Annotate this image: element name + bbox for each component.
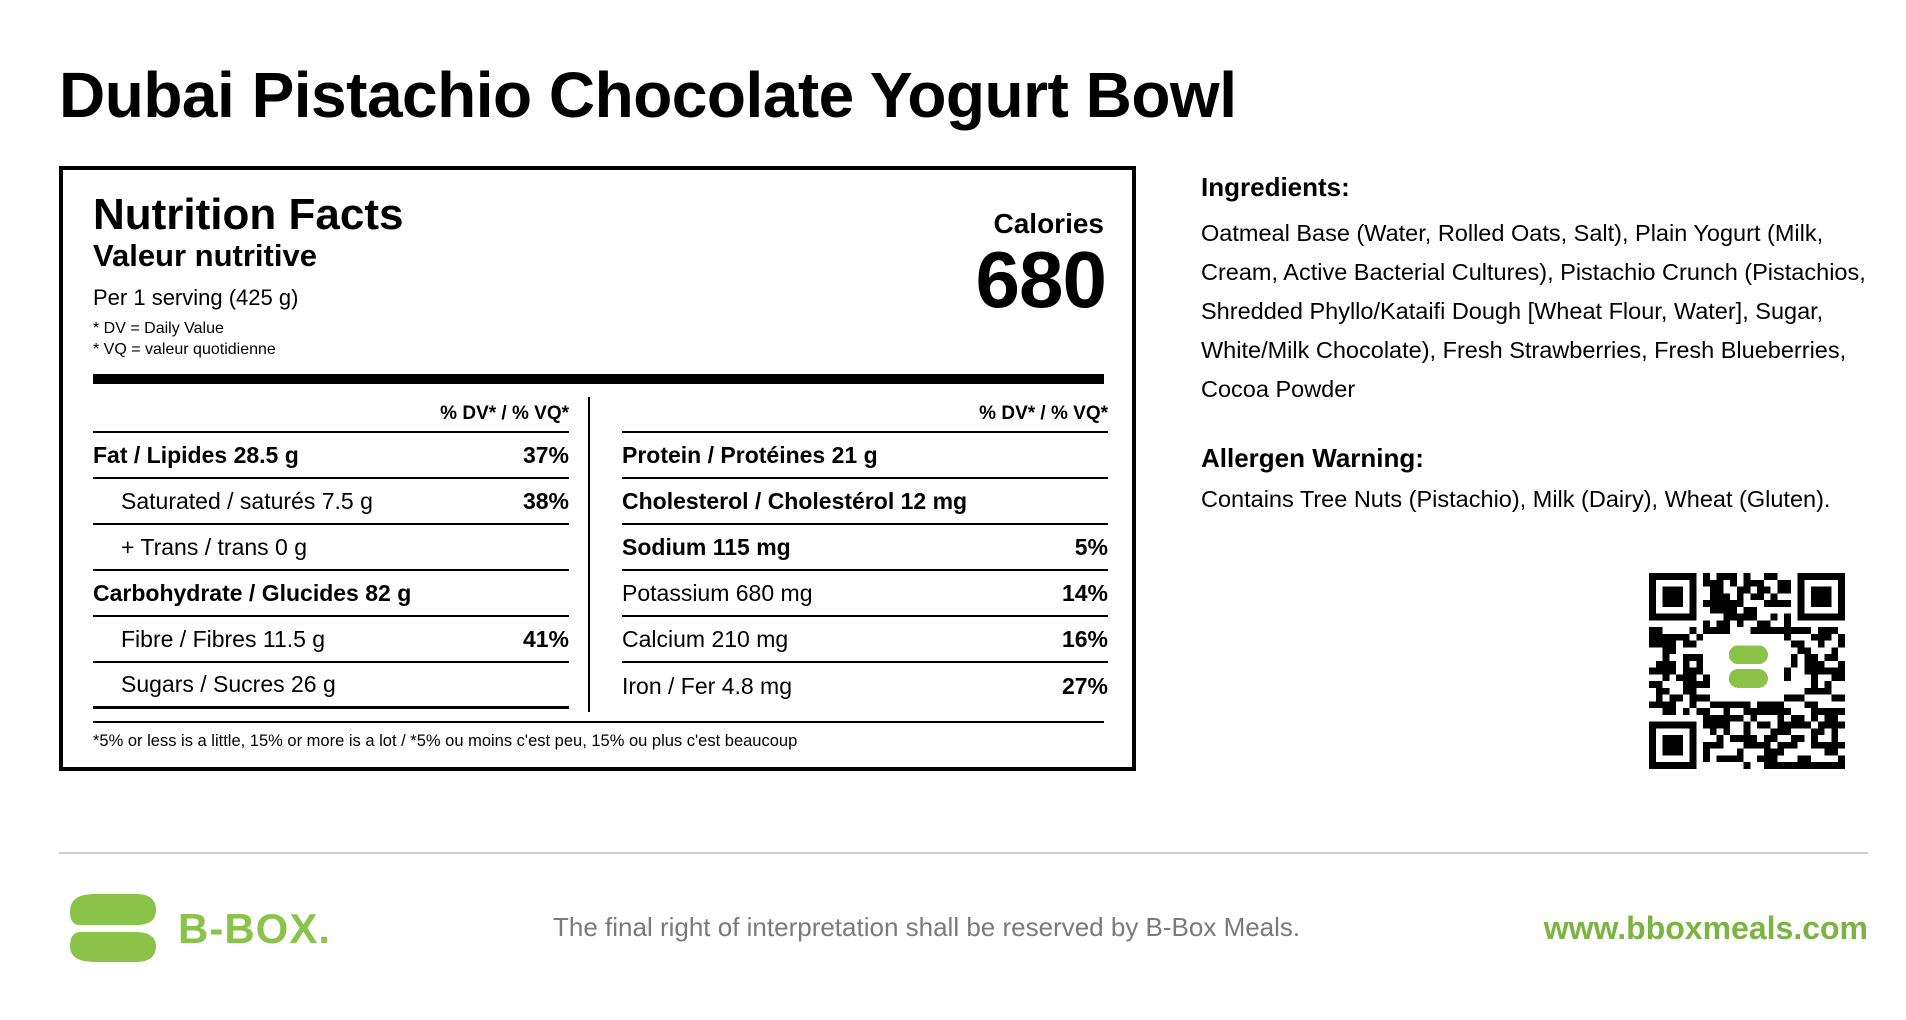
serving-size: Per 1 serving (425 g)	[93, 285, 299, 310]
nutrient-percent: 38%	[522, 487, 569, 514]
nutrition-facts-subheading: Valeur nutritive	[93, 238, 317, 273]
dv-note: * DV = Daily Value	[93, 320, 224, 337]
footer-separator	[59, 852, 1868, 854]
brand-name: B-BOX.	[178, 905, 331, 952]
column-divider	[588, 397, 590, 712]
nutrient-label: Sodium 115 mg	[622, 533, 791, 560]
nutrient-percent: 41%	[522, 625, 569, 652]
nutrient-label: Iron / Fer 4.8 mg	[622, 672, 793, 699]
nutrient-percent: 27%	[1061, 672, 1108, 699]
nutrient-column-left: % DV* / % VQ* Fat / Lipides 28.5 g 37% S…	[93, 398, 569, 709]
dv-header-left: % DV* / % VQ*	[93, 398, 569, 433]
nutrient-row-fat: Fat / Lipides 28.5 g 37%	[93, 433, 569, 479]
nutrition-facts-heading: Nutrition Facts	[93, 190, 404, 239]
nutrient-row-sugars: Sugars / Sucres 26 g	[93, 663, 569, 709]
ingredients-text: Oatmeal Base (Water, Rolled Oats, Salt),…	[1201, 220, 1866, 402]
page-title: Dubai Pistachio Chocolate Yogurt Bowl	[59, 59, 1237, 131]
allergen-heading: Allergen Warning:	[1201, 443, 1424, 473]
nutrient-label: + Trans / trans 0 g	[121, 533, 308, 560]
nutrient-row-fibre: Fibre / Fibres 11.5 g 41%	[93, 617, 569, 663]
nutrient-row-cholesterol: Cholesterol / Cholestérol 12 mg	[622, 479, 1108, 525]
nutrient-row-iron: Iron / Fer 4.8 mg 27%	[622, 663, 1108, 709]
qr-code-icon[interactable]	[1649, 573, 1845, 769]
website-link[interactable]: www.bboxmeals.com	[1543, 910, 1868, 946]
nutrient-row-carbohydrate: Carbohydrate / Glucides 82 g	[93, 571, 569, 617]
nutrient-row-calcium: Calcium 210 mg 16%	[622, 617, 1108, 663]
calories-label: Calories	[993, 208, 1105, 239]
nutrient-column-right: % DV* / % VQ* Protein / Protéines 21 g C…	[622, 398, 1108, 709]
nutrient-row-saturated: Saturated / saturés 7.5 g 38%	[93, 479, 569, 525]
thick-divider	[93, 374, 1104, 384]
nutrient-label: Fat / Lipides 28.5 g	[93, 441, 299, 468]
nutrient-row-sodium: Sodium 115 mg 5%	[622, 525, 1108, 571]
nutrient-label: Protein / Protéines 21 g	[622, 441, 878, 468]
vq-note: * VQ = valeur quotidienne	[93, 341, 276, 358]
nutrient-row-protein: Protein / Protéines 21 g	[622, 433, 1108, 479]
b-box-logo-icon	[70, 894, 156, 962]
nutrient-percent: 37%	[522, 441, 569, 468]
nutrient-percent: 16%	[1061, 625, 1108, 652]
nutrient-label: Carbohydrate / Glucides 82 g	[93, 579, 412, 606]
nutrient-percent: 14%	[1061, 579, 1108, 606]
nutrient-label: Calcium 210 mg	[622, 625, 789, 652]
nutrition-footnote: *5% or less is a little, 15% or more is …	[93, 732, 798, 750]
nutrition-facts-panel: Nutrition Facts Valeur nutritive Per 1 s…	[59, 166, 1136, 771]
allergen-text: Contains Tree Nuts (Pistachio), Milk (Da…	[1201, 486, 1831, 512]
nutrient-row-potassium: Potassium 680 mg 14%	[622, 571, 1108, 617]
nutrient-label: Saturated / saturés 7.5 g	[121, 487, 373, 514]
nutrient-label: Cholesterol / Cholestérol 12 mg	[622, 487, 968, 514]
nutrient-label: Sugars / Sucres 26 g	[121, 671, 336, 697]
nutrient-label: Fibre / Fibres 11.5 g	[121, 625, 326, 652]
dv-header-right: % DV* / % VQ*	[622, 398, 1108, 433]
ingredients-heading: Ingredients:	[1201, 172, 1350, 202]
bottom-divider	[93, 721, 1104, 723]
nutrient-label: Potassium 680 mg	[622, 579, 813, 606]
footer-disclaimer: The final right of interpretation shall …	[553, 912, 1301, 942]
nutrient-percent: 5%	[1074, 533, 1108, 560]
calories-value: 680	[975, 235, 1107, 324]
nutrient-row-trans: + Trans / trans 0 g	[93, 525, 569, 571]
